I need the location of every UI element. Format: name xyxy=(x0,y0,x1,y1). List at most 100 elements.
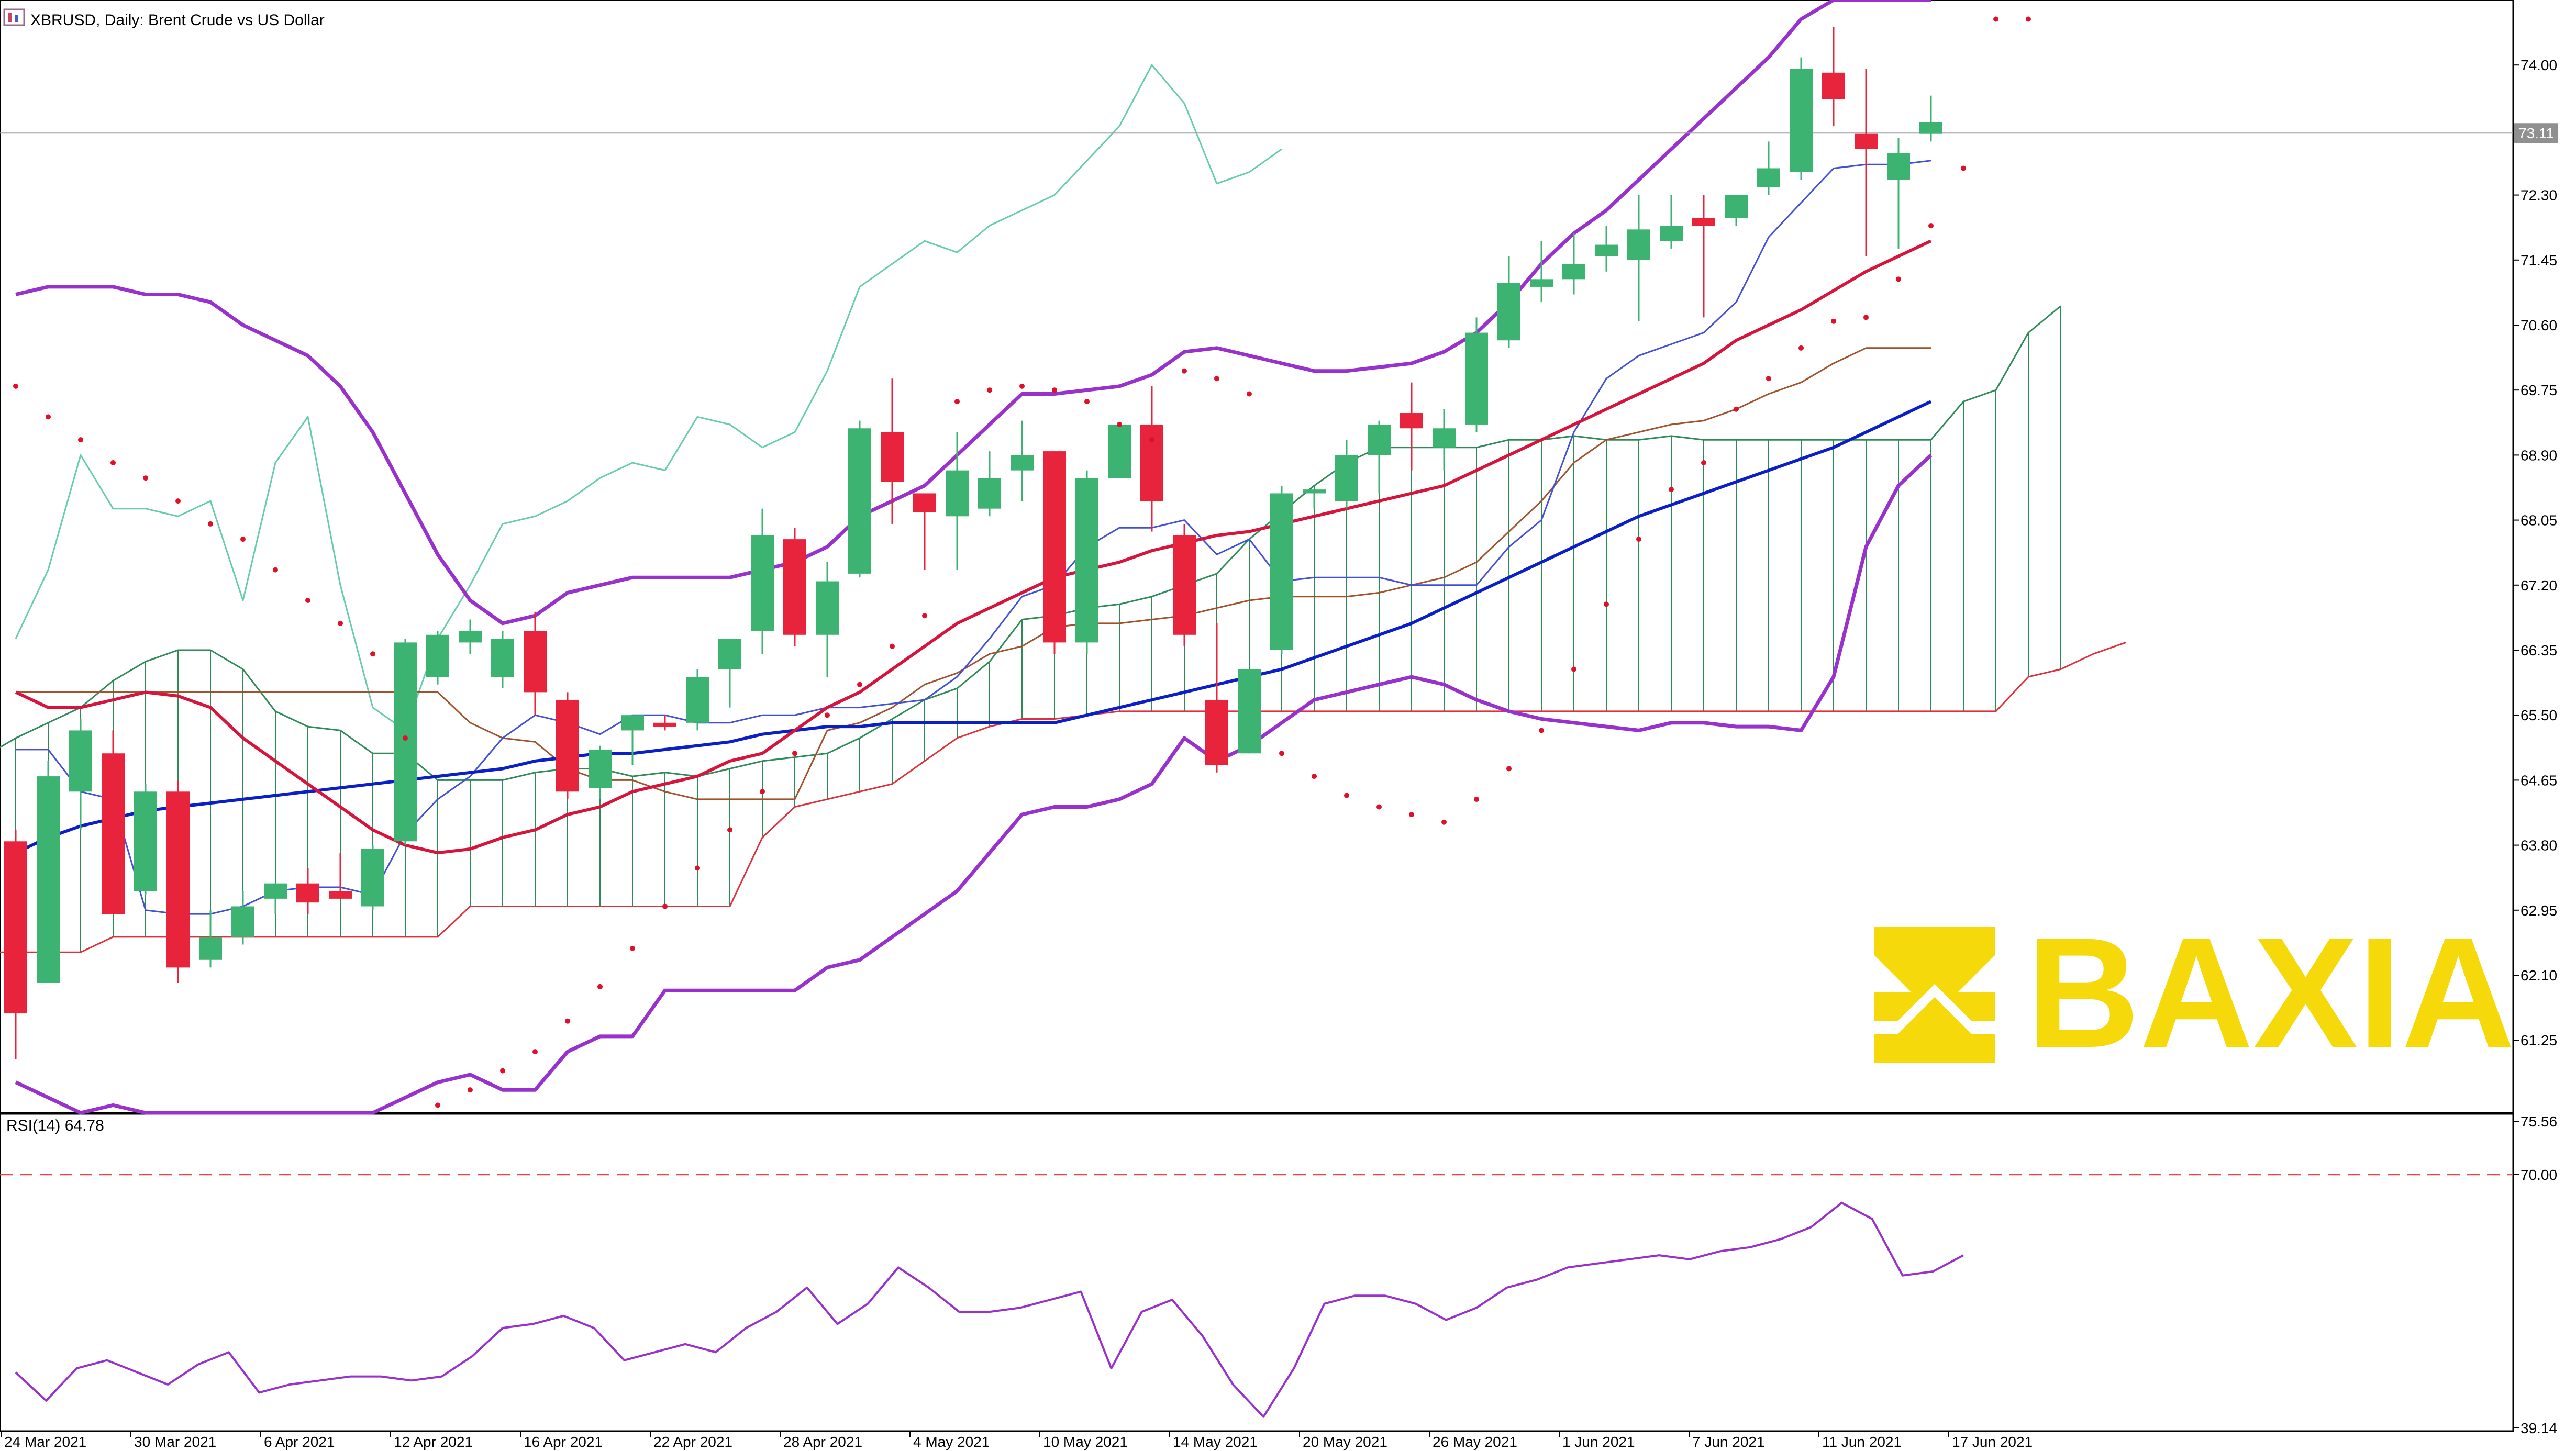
candle-body xyxy=(264,883,287,899)
candle xyxy=(621,715,644,765)
date-tick-label: 1 Jun 2021 xyxy=(1562,1434,1635,1450)
candle-body xyxy=(1692,218,1715,226)
candle-body xyxy=(1627,229,1650,260)
candle-body xyxy=(1465,332,1488,425)
psar-dot xyxy=(370,651,375,657)
candle xyxy=(1887,138,1910,249)
candle-body xyxy=(686,677,709,723)
candle xyxy=(1400,382,1423,471)
rsi-tick-label: 70.00 xyxy=(2521,1167,2557,1183)
psar-dot xyxy=(1019,383,1025,389)
price-tick-label: 74.00 xyxy=(2521,57,2557,73)
candle-body xyxy=(426,634,449,677)
psar-dot xyxy=(532,1049,538,1055)
psar-dot xyxy=(1863,315,1869,320)
psar-dot xyxy=(1798,345,1804,351)
candle-body xyxy=(1757,168,1780,187)
candle-body xyxy=(102,753,125,914)
rsi-tick-label: 75.56 xyxy=(2521,1113,2557,1130)
date-tick-label: 7 Jun 2021 xyxy=(1692,1434,1765,1450)
psar-dot xyxy=(208,521,213,527)
candle-body xyxy=(946,470,969,517)
candle-body xyxy=(1335,455,1358,501)
candle-body xyxy=(394,642,417,842)
psar-dot xyxy=(760,789,765,795)
psar-dot xyxy=(1441,819,1447,825)
candle xyxy=(1660,195,1683,249)
candle-body xyxy=(653,722,676,727)
price-tick-label: 62.95 xyxy=(2521,902,2557,919)
candle-body xyxy=(621,715,644,731)
price-tick-label: 64.65 xyxy=(2521,772,2557,788)
psar-dot xyxy=(1182,368,1187,374)
candle xyxy=(394,639,417,845)
psar-dot xyxy=(13,383,18,389)
baxia-logo: BAXIA xyxy=(1874,905,2515,1080)
price-tick-label: 70.60 xyxy=(2521,317,2557,333)
candle xyxy=(1855,69,1878,256)
slow-moving-average-line xyxy=(15,400,1932,854)
candle-body xyxy=(1919,122,1942,134)
candle-body xyxy=(231,906,254,937)
price-tick-label: 68.05 xyxy=(2521,512,2557,529)
candle xyxy=(686,669,709,731)
candle xyxy=(1075,470,1098,654)
main-plot-frame xyxy=(0,0,2514,1115)
candle-body xyxy=(361,849,384,907)
candle xyxy=(264,883,287,914)
candle xyxy=(1368,420,1391,494)
candle xyxy=(751,508,774,654)
candle xyxy=(1270,485,1293,654)
candle-body xyxy=(69,730,92,792)
psar-dot xyxy=(630,945,635,951)
baxia-logo-mark xyxy=(1874,927,1995,1063)
candle-body xyxy=(1043,451,1066,643)
candle-body xyxy=(1400,413,1423,429)
date-tick-label: 14 May 2021 xyxy=(1173,1434,1258,1450)
candle-body xyxy=(1075,478,1098,643)
parabolic-sar xyxy=(13,16,2031,1108)
candle xyxy=(426,631,449,685)
psar-dot xyxy=(175,498,181,504)
candle xyxy=(296,868,319,914)
candle-body xyxy=(1497,283,1520,341)
candle xyxy=(848,420,871,578)
candle-body xyxy=(166,791,190,968)
psar-dot xyxy=(857,682,862,687)
psar-dot xyxy=(1052,387,1057,393)
date-tick-label: 17 Jun 2021 xyxy=(1952,1434,2033,1450)
candle-body xyxy=(1140,424,1163,501)
candle xyxy=(4,830,27,1059)
candle xyxy=(102,730,125,914)
chikou-span-line xyxy=(15,64,1282,731)
candle xyxy=(491,631,514,689)
psar-dot xyxy=(922,613,927,619)
candle xyxy=(524,611,547,716)
psar-dot xyxy=(727,827,732,833)
candle-body xyxy=(296,883,319,903)
candle xyxy=(653,715,676,731)
chart-title: XBRUSD, Daily: Brent Crude vs US Dollar xyxy=(30,12,325,29)
psar-dot xyxy=(110,460,116,466)
psar-dot xyxy=(1571,666,1576,672)
candle xyxy=(718,639,741,708)
date-tick-label: 22 Apr 2021 xyxy=(653,1434,732,1450)
date-tick-label: 16 Apr 2021 xyxy=(524,1434,603,1450)
candle-body xyxy=(491,639,514,677)
candle xyxy=(1757,141,1780,195)
candle-body xyxy=(1660,226,1683,241)
psar-dot xyxy=(338,620,343,626)
psar-dot xyxy=(597,984,603,989)
candle-body xyxy=(1530,279,1553,287)
candle-body xyxy=(1303,489,1326,494)
candle-body xyxy=(329,891,352,899)
psar-dot xyxy=(46,414,51,420)
date-tick-label: 24 Mar 2021 xyxy=(4,1434,86,1450)
candle-body xyxy=(1433,428,1456,448)
psar-dot xyxy=(825,712,830,718)
psar-dot xyxy=(1928,223,1934,229)
candle xyxy=(881,378,904,524)
axes: 74.00 72.30 71.45 70.60 69.75 68.90 68.05 67.20… xyxy=(1,57,2557,1450)
candle xyxy=(783,528,806,646)
candle xyxy=(1335,440,1358,509)
